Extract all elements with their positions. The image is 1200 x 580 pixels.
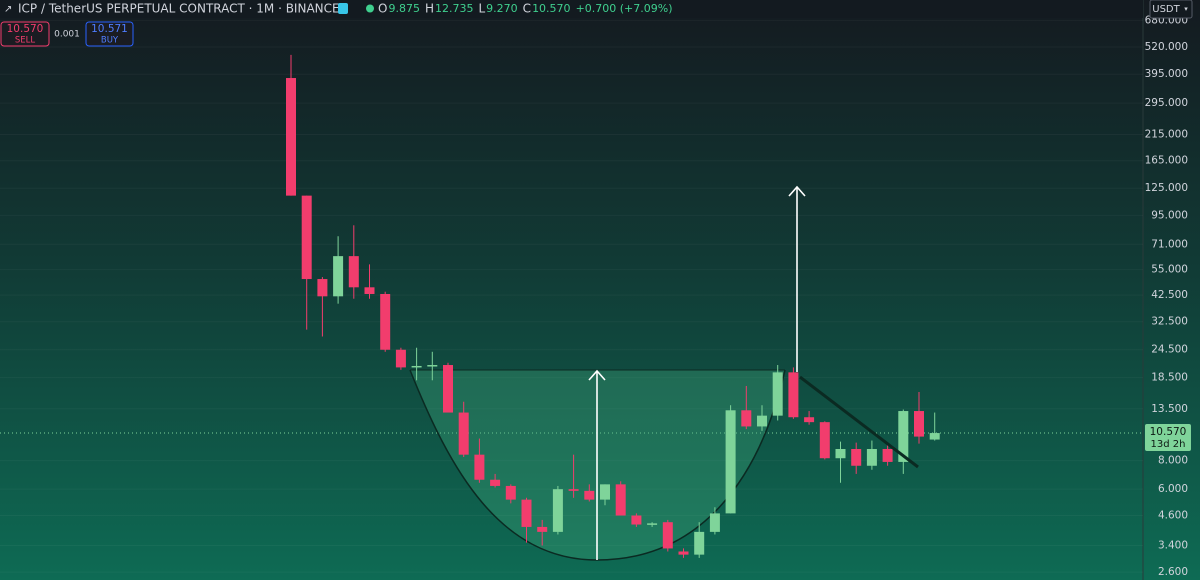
candle-body	[411, 365, 422, 368]
status-dot	[366, 4, 374, 13]
buy-button[interactable]	[85, 21, 134, 47]
y-tick-label: 295.000	[1145, 97, 1188, 109]
candle-body	[568, 489, 579, 491]
y-tick-label: 165.000	[1145, 155, 1188, 167]
y-tick-label: 18.500	[1151, 372, 1188, 384]
candle-body	[521, 499, 532, 527]
currency-label[interactable]: USDT	[1152, 4, 1180, 15]
candle-body	[725, 410, 736, 514]
sell-price[interactable]: 10.570	[7, 23, 44, 35]
y-tick-label: 8.000	[1158, 455, 1188, 467]
candle-body	[537, 526, 548, 532]
candle-body	[317, 279, 328, 297]
ohlc-key: L	[478, 2, 485, 16]
candle-body	[348, 256, 359, 288]
ohlc-value: 10.570	[532, 2, 571, 15]
y-tick-label: 71.000	[1151, 238, 1188, 250]
ohlc-change: +0.700 (+7.09%)	[576, 2, 673, 15]
candle-body	[395, 349, 406, 368]
ohlc-values: O 9.875 H 12.735 L 9.270 C 10.570 +0.700 (+7.09%…	[378, 2, 673, 16]
candle-body	[835, 448, 846, 459]
candle-body	[333, 256, 344, 297]
candle-body	[552, 489, 563, 532]
candle-body	[819, 422, 830, 459]
candle-body	[882, 448, 893, 462]
candle-body	[505, 485, 516, 500]
candles	[286, 54, 940, 558]
y-tick-label: 2.600	[1158, 566, 1188, 578]
ohlc-value: 9.270	[486, 2, 518, 15]
symbol-title: ICP / TetherUS PERPETUAL CONTRACT · 1M ·…	[18, 2, 340, 16]
candle-body	[458, 412, 469, 455]
candle-body	[757, 415, 767, 427]
candle-body	[741, 410, 752, 427]
candle-body	[662, 522, 673, 549]
candle-body	[364, 287, 375, 294]
candle-body	[443, 365, 453, 413]
candle-body	[694, 531, 705, 555]
candle-body	[631, 515, 642, 525]
y-tick-label: 3.400	[1158, 539, 1188, 551]
last-price-label: 10.570	[1150, 426, 1187, 438]
y-tick-label: 24.500	[1151, 344, 1188, 356]
candle-body	[380, 293, 391, 350]
y-tick-label: 125.000	[1145, 182, 1188, 194]
candle-body	[772, 372, 783, 416]
candle-body	[647, 523, 658, 525]
ohlc-value: 9.875	[388, 2, 420, 15]
sell-button[interactable]	[0, 21, 50, 47]
y-tick-label: 55.000	[1151, 264, 1188, 276]
candle-body	[286, 78, 296, 196]
candle-body	[301, 195, 312, 280]
y-tick-label: 4.600	[1158, 510, 1188, 522]
currency-button[interactable]	[1149, 0, 1193, 19]
ohlc-key: C	[523, 2, 531, 16]
sell-label[interactable]: SELL	[15, 36, 36, 46]
flag-icon	[338, 3, 348, 14]
candle-body	[678, 551, 689, 555]
y-tick-label: 395.000	[1145, 68, 1188, 80]
candle-body	[898, 411, 909, 462]
currency-caret[interactable]: ▾	[1184, 5, 1188, 13]
candle-body	[709, 513, 720, 532]
y-tick-label: 215.000	[1145, 128, 1188, 140]
y-tick-label: 95.000	[1151, 209, 1188, 221]
grid	[0, 19, 1143, 573]
buy-label[interactable]: BUY	[101, 36, 119, 46]
arrow-up-2	[788, 185, 806, 372]
ohlc-value: 12.735	[435, 2, 474, 15]
header-bar	[0, 0, 1143, 18]
candle-body	[427, 365, 438, 367]
buy-price[interactable]: 10.571	[91, 23, 128, 35]
y-tick-label: 13.500	[1151, 403, 1188, 415]
y-tick-label: 6.000	[1158, 483, 1188, 495]
candle-body	[600, 484, 610, 500]
candle-body	[474, 454, 485, 480]
y-tick-label: 32.500	[1151, 316, 1188, 328]
candle-body	[851, 448, 862, 466]
spread: 0.001	[54, 30, 80, 40]
candle-body	[804, 417, 815, 423]
candle-body	[914, 411, 924, 437]
ohlc-key: H	[425, 2, 434, 16]
candle-body	[929, 433, 940, 440]
y-tick-label: 520.000	[1145, 41, 1188, 53]
candle-body	[490, 479, 501, 486]
price-axis: 680.000520.000395.000295.000215.000165.0…	[1145, 14, 1191, 578]
ohlc-key: O	[378, 2, 387, 16]
candle-body	[615, 484, 626, 516]
trendline	[799, 375, 919, 469]
candle-body	[788, 372, 799, 418]
candle-body	[584, 490, 595, 500]
candle-body	[866, 448, 877, 466]
countdown-label: 13d 2h	[1151, 439, 1186, 450]
last-price-box	[1145, 424, 1191, 452]
symbol-icon: ↗	[4, 4, 12, 15]
arrow-up-1	[588, 369, 606, 560]
y-tick-label: 42.500	[1151, 289, 1188, 301]
